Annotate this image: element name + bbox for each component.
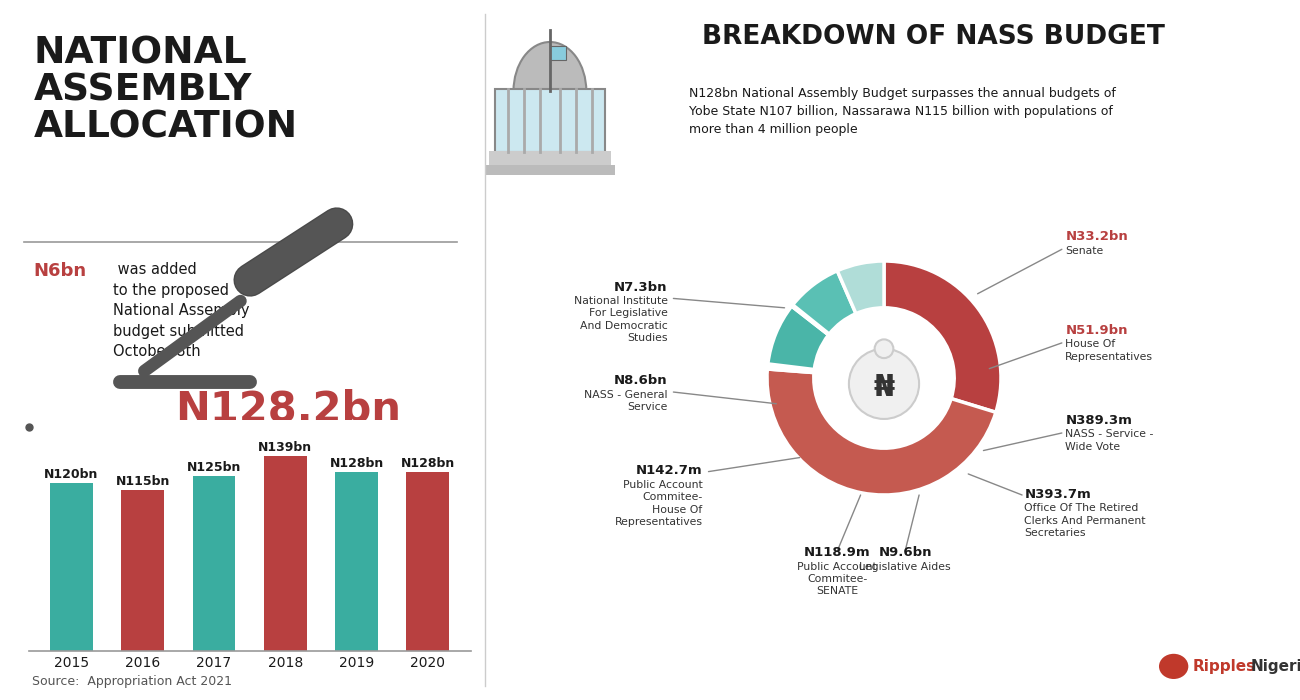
Wedge shape [884, 261, 1001, 412]
Wedge shape [768, 306, 828, 370]
Text: NASS - General
Service: NASS - General Service [584, 390, 668, 412]
Text: N128bn: N128bn [329, 456, 383, 470]
Bar [489, 150, 611, 167]
Text: N115bn: N115bn [116, 475, 170, 488]
Text: N139bn: N139bn [259, 441, 312, 454]
Text: Public Account
Commitee-
House Of
Representatives: Public Account Commitee- House Of Repres… [615, 480, 702, 527]
Wedge shape [767, 367, 814, 372]
Text: National Institute
For Legislative
And Democratic
Studies: National Institute For Legislative And D… [573, 296, 668, 343]
Text: BREAKDOWN OF NASS BUDGET: BREAKDOWN OF NASS BUDGET [702, 25, 1165, 50]
Text: Office Of The Retired
Clerks And Permanent
Secretaries: Office Of The Retired Clerks And Permane… [1024, 503, 1145, 538]
Text: ₦: ₦ [874, 373, 894, 402]
Bar [495, 89, 604, 153]
Text: N118.9m: N118.9m [803, 546, 871, 559]
Text: Ripples: Ripples [1192, 659, 1256, 674]
Text: N120bn: N120bn [44, 468, 99, 481]
Text: Senate: Senate [1065, 246, 1104, 256]
Wedge shape [767, 369, 996, 495]
Text: N125bn: N125bn [187, 461, 240, 474]
Bar [550, 46, 566, 60]
Wedge shape [514, 42, 586, 91]
Circle shape [814, 308, 954, 448]
Bar [121, 490, 164, 651]
Text: N33.2bn: N33.2bn [1065, 230, 1128, 244]
Wedge shape [792, 304, 829, 335]
Text: NATIONAL
ASSEMBLY
ALLOCATION: NATIONAL ASSEMBLY ALLOCATION [34, 35, 298, 146]
Circle shape [1160, 654, 1188, 679]
Bar [192, 476, 235, 651]
Text: Legislative Aides: Legislative Aides [859, 561, 950, 572]
Text: N128bn National Assembly Budget surpasses the annual budgets of
Yobe State N107 : N128bn National Assembly Budget surpasse… [689, 88, 1115, 136]
Text: N8.6bn: N8.6bn [614, 374, 668, 387]
Text: N128bn: N128bn [400, 456, 455, 470]
Bar [264, 456, 307, 651]
Text: N389.3m: N389.3m [1065, 414, 1132, 427]
Wedge shape [792, 305, 829, 335]
Text: NASS 2021 Budget Allocation: NASS 2021 Budget Allocation [191, 438, 386, 451]
Wedge shape [793, 271, 855, 334]
Text: N51.9bn: N51.9bn [1065, 324, 1128, 337]
Text: Public Account
Commitee-
SENATE: Public Account Commitee- SENATE [797, 561, 878, 596]
Text: Source:  Appropriation Act 2021: Source: Appropriation Act 2021 [32, 675, 233, 687]
Circle shape [875, 340, 893, 358]
Wedge shape [837, 261, 884, 314]
Text: NASS - Service -
Wide Vote: NASS - Service - Wide Vote [1065, 430, 1153, 452]
Wedge shape [767, 364, 814, 371]
Text: Nigeria: Nigeria [1251, 659, 1300, 674]
Text: was added
to the proposed
National Assembly
budget submitted
October 8th: was added to the proposed National Assem… [113, 262, 250, 359]
Text: N142.7m: N142.7m [636, 465, 702, 477]
Bar [407, 472, 450, 651]
Text: N393.7m: N393.7m [1024, 488, 1091, 501]
Text: House Of
Representatives: House Of Representatives [1065, 340, 1153, 362]
Bar [49, 483, 92, 651]
Text: N128.2bn: N128.2bn [176, 389, 402, 430]
Text: N6bn: N6bn [34, 262, 87, 281]
Bar [485, 164, 615, 175]
Circle shape [849, 349, 919, 419]
Bar [335, 472, 378, 651]
Text: N9.6bn: N9.6bn [879, 546, 932, 559]
Text: N7.3bn: N7.3bn [614, 281, 668, 294]
